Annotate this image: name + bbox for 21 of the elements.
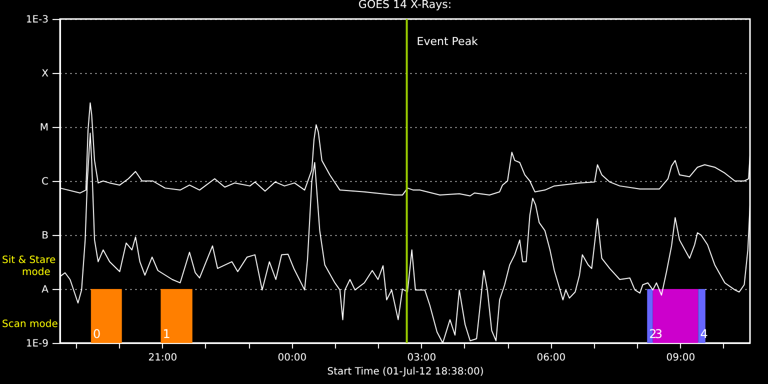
x-tick-label: 09:00 <box>666 352 696 364</box>
ref-line-label: Event Peak <box>416 35 479 48</box>
y-tick-label: C <box>42 176 49 188</box>
band-label: 3 <box>654 327 663 341</box>
y-tick-label: M <box>40 122 48 134</box>
y-tick-label: 1E-3 <box>26 14 48 26</box>
x-tick-label: 00:00 <box>278 352 307 364</box>
x-axis-title: Start Time (01-Jul-12 18:38:00) <box>327 366 484 378</box>
y-tick-label: A <box>42 284 49 296</box>
band-label: 0 <box>92 327 101 341</box>
y-tick-label: B <box>42 230 49 242</box>
text: Scan mode <box>2 319 58 330</box>
chart-title: GOES 14 X-Rays: <box>358 0 452 11</box>
y-tick-label: 1E-9 <box>26 338 48 350</box>
band-label: 2 <box>649 327 657 341</box>
band-label: 1 <box>162 327 170 341</box>
x-tick-label: 21:00 <box>148 352 178 364</box>
y-tick-label: X <box>42 68 49 80</box>
text: Sit & Stare mode <box>2 255 56 278</box>
x-tick-label: 03:00 <box>407 352 436 364</box>
x-tick-label: 06:00 <box>536 352 566 364</box>
